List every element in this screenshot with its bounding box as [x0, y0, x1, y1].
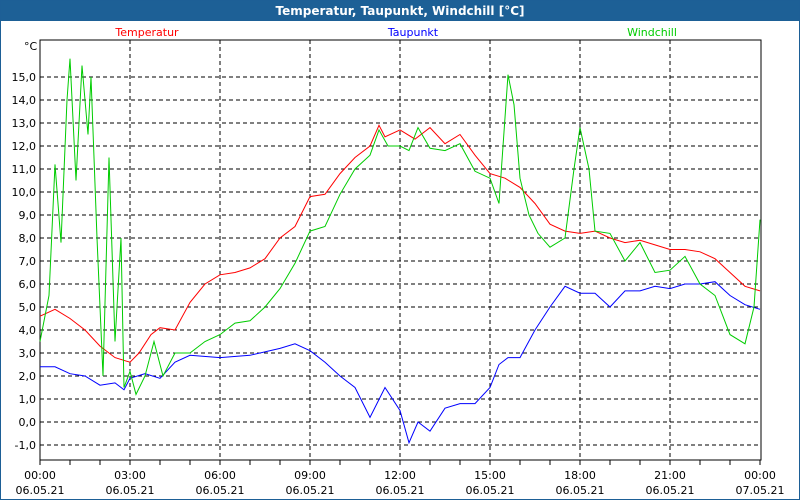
- x-tick-time: 12:00: [384, 469, 416, 482]
- x-tick-time: 21:00: [654, 469, 686, 482]
- series-line-windchill: [39, 58, 761, 396]
- x-tick-time: 15:00: [474, 469, 506, 482]
- x-tick-date: 06.05.21: [16, 484, 65, 497]
- x-tick-date: 06.05.21: [376, 484, 425, 497]
- series-lines: [39, 58, 761, 445]
- y-tick-label: -1,0: [15, 439, 36, 452]
- x-tick-date: 06.05.21: [466, 484, 515, 497]
- x-tick-time: 18:00: [564, 469, 596, 482]
- y-tick-label: 8,0: [19, 232, 37, 245]
- y-tick-label: 0,0: [19, 416, 37, 429]
- y-tick-label: 10,0: [12, 186, 37, 199]
- y-tick-label: 5,0: [19, 301, 37, 314]
- y-tick-label: 11,0: [12, 163, 37, 176]
- x-tick-time: 03:00: [114, 469, 146, 482]
- legend-entry-temperatur: Temperatur: [114, 26, 179, 39]
- y-tick-label: 2,0: [19, 370, 37, 383]
- x-tick-date: 06.05.21: [646, 484, 695, 497]
- series-line-temperatur: [39, 124, 761, 363]
- x-tick-date: 06.05.21: [286, 484, 335, 497]
- x-tick-date: 07.05.21: [736, 484, 785, 497]
- x-tick-date: 06.05.21: [556, 484, 605, 497]
- y-tick-label: 7,0: [19, 255, 37, 268]
- axis-ticks: -1,0 0,0 1,0 2,0 3,0 4,0 5,0 6,0 7,0 8,0 9,0 10,0 11…: [12, 71, 785, 497]
- y-tick-label: 12,0: [12, 140, 37, 153]
- legend-entry-taupunkt: Taupunkt: [387, 26, 439, 39]
- y-tick-label: 14,0: [12, 94, 37, 107]
- x-tick-time: 09:00: [294, 469, 326, 482]
- y-tick-label: 15,0: [12, 71, 37, 84]
- y-tick-label: 4,0: [19, 324, 37, 337]
- x-tick-time: 00:00: [24, 469, 56, 482]
- x-tick-time: 06:00: [204, 469, 236, 482]
- chart-title: Temperatur, Taupunkt, Windchill [°C]: [1, 1, 799, 21]
- grid: [40, 40, 761, 460]
- legend-entry-windchill: Windchill: [627, 26, 677, 39]
- y-tick-label: 1,0: [19, 393, 37, 406]
- y-tick-label: 3,0: [19, 347, 37, 360]
- x-tick-date: 06.05.21: [196, 484, 245, 497]
- y-tick-label: 13,0: [12, 117, 37, 130]
- x-tick-time: 00:00: [744, 469, 776, 482]
- series-line-taupunkt: [40, 281, 761, 445]
- x-tick-date: 06.05.21: [106, 484, 155, 497]
- y-axis-label: °C: [24, 40, 38, 53]
- y-tick-label: 9,0: [19, 209, 37, 222]
- legend: Temperatur Taupunkt Windchill: [114, 26, 677, 39]
- y-tick-label: 6,0: [19, 278, 37, 291]
